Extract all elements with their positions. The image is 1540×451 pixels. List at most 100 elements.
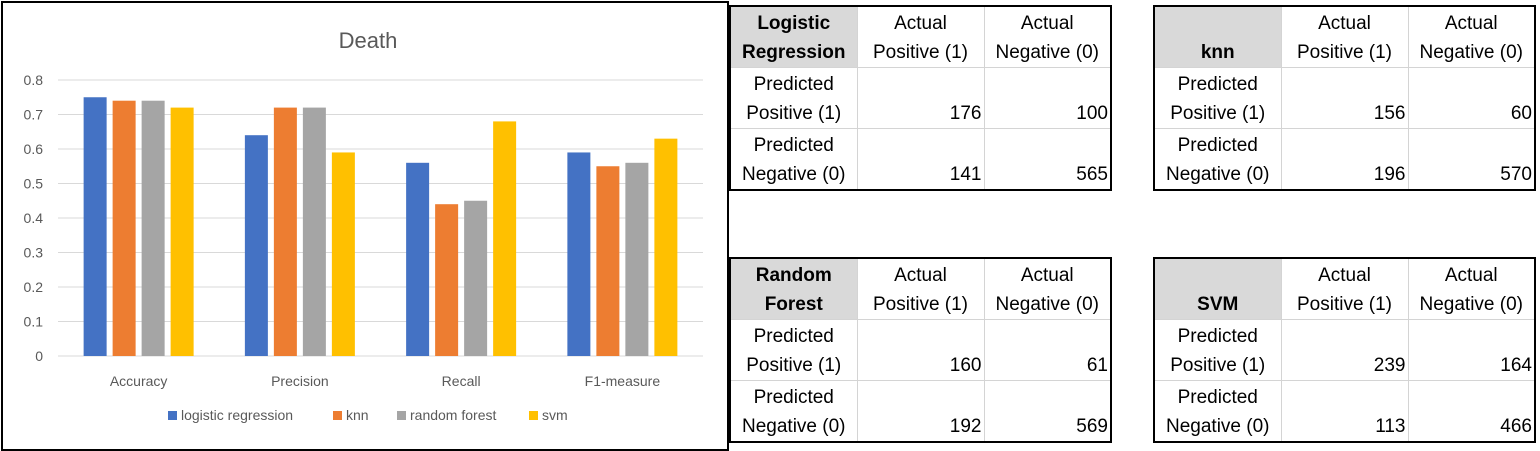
column-header: Actual Positive (1) (1280, 5, 1409, 68)
bar-knn-f1-measure (596, 166, 620, 356)
x-tick-label: Precision (271, 373, 329, 389)
cell-text: Negative (0) (1419, 42, 1524, 63)
cell-text: Positive (1) (872, 294, 969, 315)
matrix-value: 239 (1280, 319, 1409, 381)
column-header: Actual Negative (0) (983, 257, 1112, 320)
matrix-value: 192 (856, 380, 985, 443)
table-row: Predicted Positive (1) 156 60 (1153, 67, 1536, 129)
matrix-value: 466 (1407, 380, 1536, 443)
matrix-value: 160 (856, 319, 985, 381)
table-row: Predicted Positive (1) 239 164 (1153, 319, 1536, 381)
row-header: Predicted Negative (0) (729, 128, 858, 191)
confusion-matrix-logistic-regression: Logistic Regression Actual Positive (1) Actu… (729, 5, 1112, 191)
bar-logistic-regression-precision (244, 135, 268, 356)
column-header: Actual Positive (1) (1280, 257, 1409, 320)
y-tick-label: 0.4 (24, 210, 44, 226)
row-header: Predicted Negative (0) (729, 380, 858, 443)
cell-text: Actual (1020, 13, 1074, 34)
cell-text: Predicted (753, 326, 834, 347)
bar-svm-recall (493, 121, 517, 357)
cell-text: Actual (1020, 265, 1074, 286)
bar-chart: Death 0 0.1 0.2 0.3 0.4 0.5 0.6 0.7 0.8 Accuracy Pr… (24, 28, 703, 423)
matrix-value: 196 (1280, 128, 1409, 191)
cell-text: Regression (742, 42, 846, 63)
row-header: Predicted Positive (1) (729, 319, 858, 381)
cell-text: Random (755, 265, 832, 286)
legend-swatch (168, 411, 177, 420)
cell-text: Predicted (753, 74, 834, 95)
table-row: Predicted Positive (1) 160 61 (729, 319, 1112, 381)
matrix-value: 100 (983, 67, 1112, 129)
cell-text: Predicted (1177, 326, 1258, 347)
y-tick-label: 0.2 (24, 279, 44, 295)
legend-entry: svm (542, 407, 568, 423)
cell-text: Actual (1444, 265, 1498, 286)
cell-text: Logistic (757, 13, 831, 34)
model-name: Random Forest (729, 257, 858, 320)
table-row: Predicted Negative (0) 141 565 (729, 128, 1112, 191)
cell-text: Negative (0) (1166, 416, 1270, 437)
column-header: Actual Negative (0) (1407, 5, 1536, 68)
cell-text: Actual (1318, 265, 1371, 286)
cell-text: Predicted (1177, 135, 1258, 156)
x-tick-label: Recall (442, 373, 481, 389)
table-row: Predicted Positive (1) 176 100 (729, 67, 1112, 129)
bar-random-forest-precision (302, 107, 326, 356)
cell-text: Negative (0) (742, 416, 846, 437)
cell-text: Predicted (1177, 387, 1258, 408)
x-tick-label: Accuracy (110, 373, 168, 389)
cell-text: Actual (1444, 13, 1498, 34)
cell-text: Predicted (753, 387, 834, 408)
row-header: Predicted Positive (1) (729, 67, 858, 129)
table-row: Predicted Negative (0) 192 569 (729, 380, 1112, 443)
confusion-matrix-random-forest: Random Forest Actual Positive (1) Actual Nega… (729, 257, 1112, 443)
row-header: Predicted Negative (0) (1153, 380, 1282, 443)
x-tick-label: F1-measure (585, 373, 661, 389)
cell-text: Positive (1) (1296, 42, 1393, 63)
cell-text: Positive (1) (872, 42, 969, 63)
cell-text: Positive (1) (1170, 355, 1266, 376)
cell-text: Negative (0) (995, 294, 1100, 315)
row-header: Predicted Positive (1) (1153, 67, 1282, 129)
model-name: SVM (1153, 257, 1282, 320)
table-row: Predicted Negative (0) 113 466 (1153, 380, 1536, 443)
cell-text: Positive (1) (1296, 294, 1393, 315)
matrix-value: 565 (983, 128, 1112, 191)
y-tick-label: 0.3 (24, 245, 44, 261)
cell-text: Negative (0) (1419, 294, 1524, 315)
bar-logistic-regression-recall (406, 162, 430, 356)
cell-text: SVM (1197, 294, 1239, 315)
matrix-value: 141 (856, 128, 985, 191)
column-header: Actual Positive (1) (856, 257, 985, 320)
y-tick-label: 0.7 (24, 107, 44, 123)
bar-random-forest-accuracy (141, 100, 165, 356)
matrix-value: 176 (856, 67, 985, 129)
matrix-value: 156 (1280, 67, 1409, 129)
column-header: Actual Negative (0) (1407, 257, 1536, 320)
bar-logistic-regression-f1-measure (567, 152, 591, 356)
legend-entry: logistic regression (181, 407, 293, 423)
table-row: Predicted Negative (0) 196 570 (1153, 128, 1536, 191)
cell-text: Actual (1318, 13, 1371, 34)
matrix-value: 61 (983, 319, 1112, 381)
cell-text: Forest (764, 294, 823, 315)
model-name: knn (1153, 5, 1282, 68)
bar-random-forest-f1-measure (625, 162, 649, 356)
legend-entry: knn (346, 407, 369, 423)
legend-swatch (529, 411, 538, 420)
legend-swatch (397, 411, 406, 420)
cell-text: Positive (1) (746, 103, 842, 124)
cell-text: Positive (1) (746, 355, 842, 376)
cell-text: Negative (0) (742, 164, 846, 185)
bar-knn-recall (435, 204, 459, 356)
cell-text: Predicted (1177, 74, 1258, 95)
row-header: Predicted Positive (1) (1153, 319, 1282, 381)
bar-svm-f1-measure (654, 138, 678, 356)
y-tick-label: 0.8 (24, 72, 44, 88)
bar-random-forest-recall (464, 200, 488, 356)
cell-text: Predicted (753, 135, 834, 156)
matrix-value: 569 (983, 380, 1112, 443)
confusion-matrix-knn: knn Actual Positive (1) Actual Negative (0) P… (1153, 5, 1536, 191)
bar-logistic-regression-accuracy (83, 97, 107, 356)
chart-panel: Death 0 0.1 0.2 0.3 0.4 0.5 0.6 0.7 0.8 Accuracy Pr… (1, 1, 729, 451)
